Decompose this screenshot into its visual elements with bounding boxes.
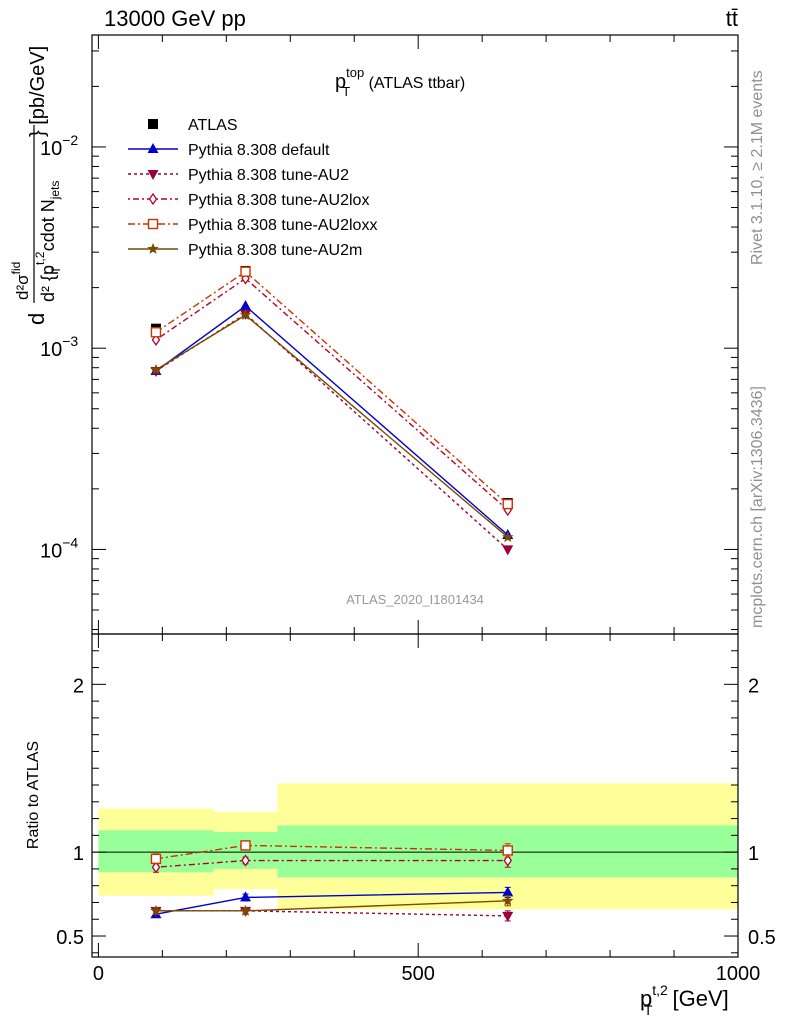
ylabel-denominator: d² {pt,2T cdot Njets [33,181,63,302]
main-panel [150,265,514,556]
x-tick-label: 500 [402,963,435,985]
legend-label: Pythia 8.308 tune-AU2lox [188,192,369,209]
ratio-y-tick-label-left: 1 [73,843,84,865]
ratio-point [502,894,514,906]
legend-entry: Pythia 8.308 tune-AU2lox [128,192,369,209]
ratio-y-tick-label-right: 1 [748,843,759,865]
main-ylabel: d d²σfid d² {pt,2T cdot Njets } [pb/GeV] [9,46,63,325]
legend-marker [147,143,159,153]
legend-entry: Pythia 8.308 tune-AU2 [128,167,349,184]
legend-label: ATLAS [188,117,238,134]
series-line [155,305,509,536]
legend-marker [148,119,158,129]
ratio-point [150,853,162,865]
ratio-y-tick-label-left: 0.5 [56,927,84,949]
ratio-panel [92,783,738,922]
series-line [155,314,509,538]
plot-title: ptop T (ATLAS ttbar) [335,65,465,99]
legend-entry: ATLAS [148,117,238,134]
data-point [502,498,513,510]
ratio-point [240,840,251,851]
y-tick-label: 10−2 [40,132,78,160]
header-left-label: 13000 GeV pp [104,6,246,31]
legend-label: Pythia 8.308 tune-AU2m [188,242,362,259]
series-line [155,277,509,511]
mcplots-label: mcplots.cern.ch [arXiv:1306.3436] [749,386,766,628]
ratio-y-tick-label-left: 2 [73,675,84,697]
ratio-point [503,854,513,867]
ylabel-bracket: } [pb/GeV] [27,46,49,137]
y-tick-label: 10−3 [40,333,78,361]
ratio-point [241,854,250,867]
ratio-ylabel: Ratio to ATLAS [25,741,42,849]
legend-entry: Pythia 8.308 tune-AU2loxx [128,217,377,234]
legend-entry: Pythia 8.308 tune-AU2m [128,242,362,259]
ratio-y-tick-label-right: 2 [748,675,759,697]
data-point [239,309,252,320]
legend-label: Pythia 8.308 tune-AU2loxx [188,217,377,234]
x-tick-label: 0 [93,963,104,985]
data-point [502,545,514,556]
header-right-label: tt̄ [726,6,738,31]
x-tick-label: 1000 [716,963,761,985]
ylabel-numerator: d²σfid [9,262,32,300]
ratio-series-line [155,910,508,917]
xlabel: pt,2 T [GeV] [640,982,729,1018]
data-point [240,266,251,277]
ratio-point [239,904,252,916]
ratio-point [240,891,252,902]
data-point [240,300,252,311]
legend-entry: Pythia 8.308 default [128,142,330,159]
y-tick-label: 10−4 [40,534,78,562]
legend-marker [148,192,158,206]
ratio-point [150,904,162,916]
ratio-point [151,861,161,874]
ratio-point [502,911,514,922]
legend-label: Pythia 8.308 default [188,142,330,159]
ratio-frame [91,633,739,958]
ylabel-d: d [24,313,49,325]
legend-marker [147,218,159,230]
ratio-point [502,845,513,856]
ratio-y-tick-label-right: 0.5 [748,927,776,949]
ratio-point [502,886,514,897]
rivet-label: Rivet 3.1.10, ≥ 2.1M events [749,70,766,265]
analysis-id-label: ATLAS_2020_I1801434 [346,592,484,607]
data-point [502,531,514,543]
data-point [150,363,162,375]
series-line [155,313,509,550]
legend-label: Pythia 8.308 tune-AU2 [188,167,349,184]
legend-marker [147,243,159,254]
legend: ATLAS Pythia 8.308 default Pythia 8.308 tu… [128,117,377,259]
legend-marker [147,170,159,180]
data-point [150,327,162,338]
